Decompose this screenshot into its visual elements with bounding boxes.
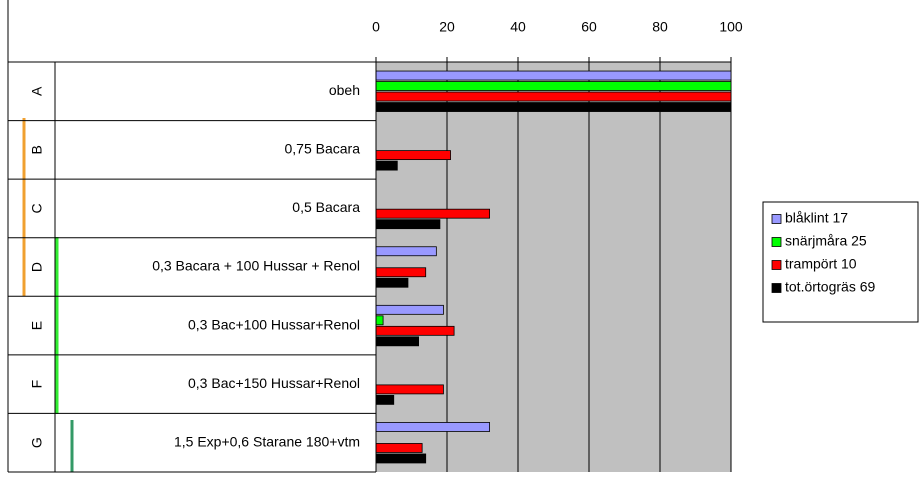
bar <box>375 453 427 464</box>
row-letter: F <box>29 380 45 389</box>
category-label: 0,5 Bacara <box>292 199 360 215</box>
legend-box <box>762 201 919 323</box>
category-label: 0,3 Bac+100 Hussar+Renol <box>188 316 360 332</box>
row-letter: G <box>29 437 45 448</box>
bar <box>375 70 732 81</box>
bar <box>375 336 419 347</box>
bar <box>375 150 451 161</box>
bar <box>375 394 395 405</box>
legend-label: blåklint 17 <box>785 210 848 226</box>
bar <box>375 315 384 326</box>
bar <box>375 422 490 432</box>
bar <box>375 208 490 219</box>
bar <box>375 277 409 288</box>
legend-swatch <box>771 214 782 224</box>
x-tick-label: 20 <box>439 19 455 35</box>
bar <box>375 102 732 112</box>
bar <box>375 304 444 315</box>
x-tick-label: 0 <box>372 19 380 35</box>
legend-label: trampört 10 <box>785 256 857 272</box>
legend-label: snärjmåra 25 <box>785 233 867 249</box>
legend-swatch <box>771 237 782 247</box>
legend-swatch <box>771 260 782 270</box>
bar <box>375 91 732 102</box>
bar <box>375 267 427 278</box>
bar <box>375 384 444 395</box>
plot-area <box>376 62 731 472</box>
category-label: 1,5 Exp+0,6 Starane 180+vtm <box>174 433 360 449</box>
category-label: 0,75 Bacara <box>285 141 361 157</box>
row-letter: B <box>29 145 45 154</box>
row-letter: E <box>29 321 45 330</box>
bar <box>375 246 437 257</box>
legend-label: tot.örtogräs 69 <box>785 279 875 295</box>
bar <box>375 160 398 171</box>
category-label: 0,3 Bacara + 100 Hussar + Renol <box>152 258 360 274</box>
x-tick-label: 60 <box>581 19 597 35</box>
x-tick-label: 40 <box>510 19 526 35</box>
bar <box>375 219 441 230</box>
bar <box>375 443 423 453</box>
category-label: 0,3 Bac+150 Hussar+Renol <box>188 375 360 391</box>
x-tick-label: 80 <box>652 19 668 35</box>
x-tick-label: 100 <box>719 19 743 35</box>
row-letter: C <box>29 203 45 213</box>
row-letter: D <box>29 262 45 272</box>
bar <box>375 325 455 336</box>
bar <box>375 81 732 91</box>
legend-swatch <box>771 283 782 293</box>
row-letter: A <box>29 86 45 96</box>
category-label: obeh <box>329 82 360 98</box>
